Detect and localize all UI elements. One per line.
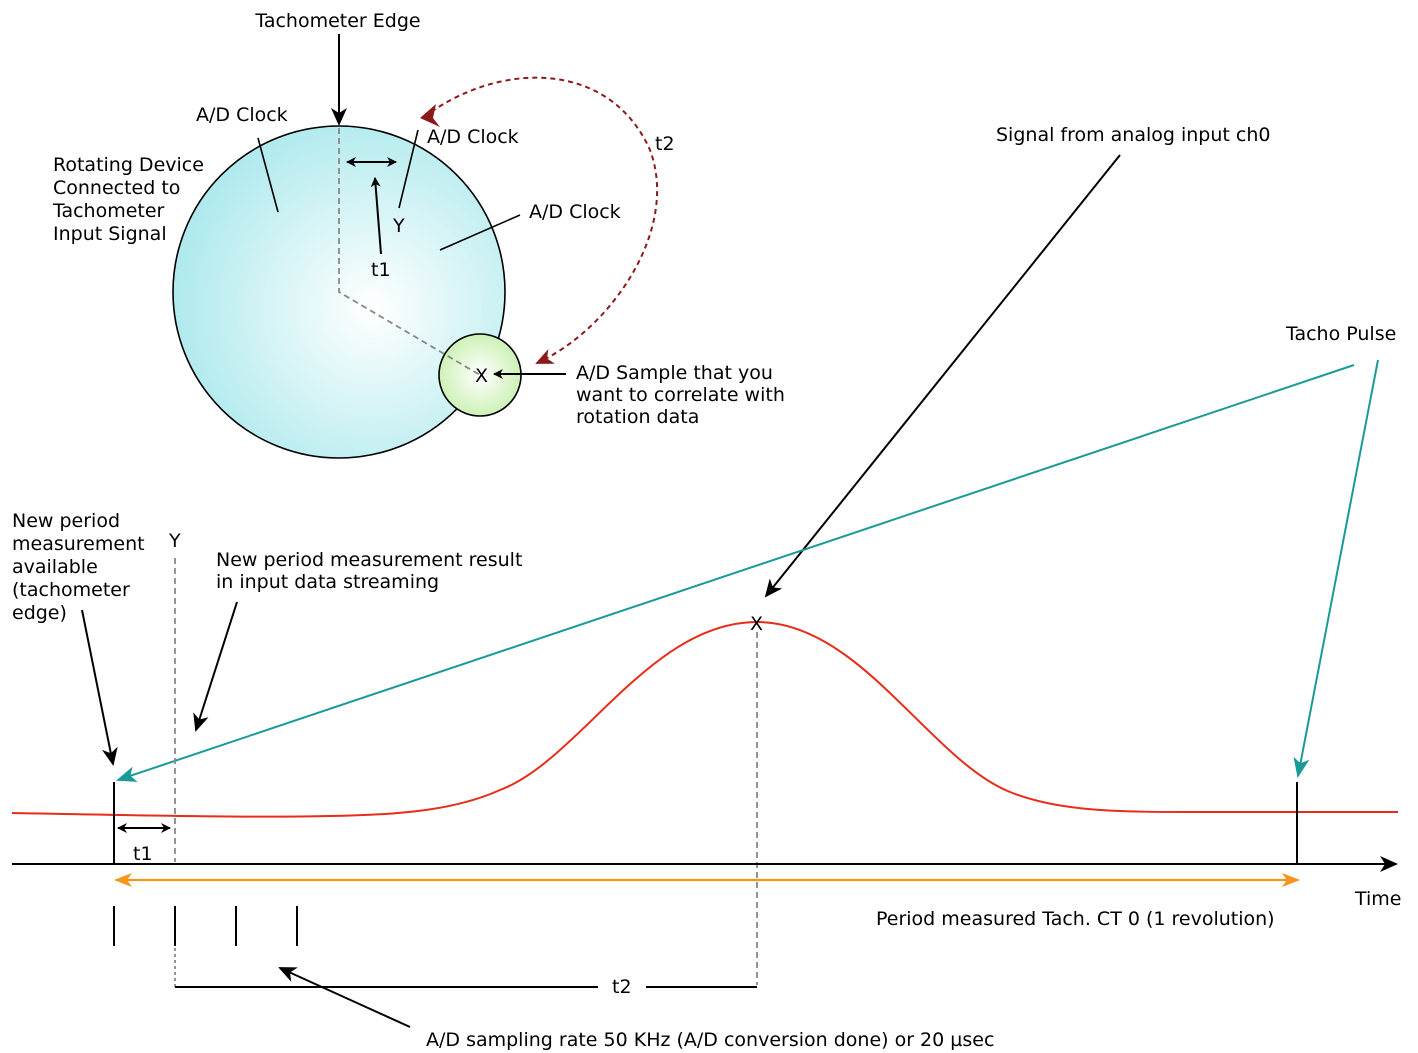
new-period-result-line-2: in input data streaming	[216, 571, 439, 593]
sampling-rate-label: A/D sampling rate 50 KHz (A/D conversion…	[426, 1029, 994, 1051]
rotating-device-line-3: Tachometer	[52, 200, 165, 222]
tacho-pulse-arrow-right	[1293, 359, 1379, 778]
rotating-device-line-2: Connected to	[53, 177, 180, 199]
new-period-available-line-4: (tachometer	[12, 579, 130, 601]
new-period-available-line-5: edge)	[12, 602, 67, 624]
wheel-radius-dashed	[338, 128, 481, 376]
t2-arrow-top-head	[420, 104, 440, 127]
new-period-available-line-1: New period	[12, 510, 120, 532]
new-period-available-line-3: available	[12, 556, 98, 578]
tachometer-edge-label: Tachometer Edge	[254, 10, 420, 32]
sampling-rate-pointer	[278, 967, 411, 1028]
new-period-result-line-1: New period measurement result	[216, 549, 522, 571]
y-timeline-label: Y	[168, 530, 181, 552]
new-period-available-line-2: measurement	[12, 533, 145, 555]
rotating-device-line-1: Rotating Device	[53, 154, 204, 176]
analog-signal-curve	[11, 620, 1398, 818]
t1-wheel-label: t1	[371, 259, 391, 281]
tacho-pulse-arrow-left	[116, 364, 1355, 782]
x-timeline-label: X	[750, 613, 763, 635]
ad-clock-right-pointer	[439, 214, 521, 251]
ad-clock-top-right-label: A/D Clock	[427, 126, 519, 148]
ad-clock-left-label: A/D Clock	[196, 104, 288, 126]
x-wheel-label: X	[475, 365, 488, 387]
ad-clock-left-pointer	[257, 137, 279, 213]
period-measured-label: Period measured Tach. CT 0 (1 revolution…	[876, 908, 1275, 930]
t1-wheel-pointer	[370, 177, 382, 255]
ad-sample-line-1: A/D Sample that you	[576, 362, 773, 384]
new-period-available-pointer	[81, 609, 118, 766]
tacho-pulse-label: Tacho Pulse	[1285, 323, 1396, 345]
y-wheel-label: Y	[392, 215, 405, 237]
t2-dashed-arrow	[423, 76, 659, 364]
ad-clock-top-right-pointer	[398, 129, 419, 209]
ad-sample-line-3: rotation data	[576, 406, 699, 428]
new-period-result-pointer	[193, 601, 238, 732]
time-axis-label: Time	[1354, 888, 1402, 910]
rotating-device-line-4: Input Signal	[53, 223, 167, 245]
ad-sample-line-2: want to correlate with	[576, 384, 785, 406]
ad-clock-right-label: A/D Clock	[529, 201, 621, 223]
t1-timeline-label: t1	[133, 843, 153, 865]
t2-timeline-label: t2	[612, 976, 632, 998]
signal-ch0-pointer	[764, 154, 1121, 598]
signal-ch0-label: Signal from analog input ch0	[996, 124, 1270, 146]
t2-wheel-label: t2	[655, 133, 675, 155]
